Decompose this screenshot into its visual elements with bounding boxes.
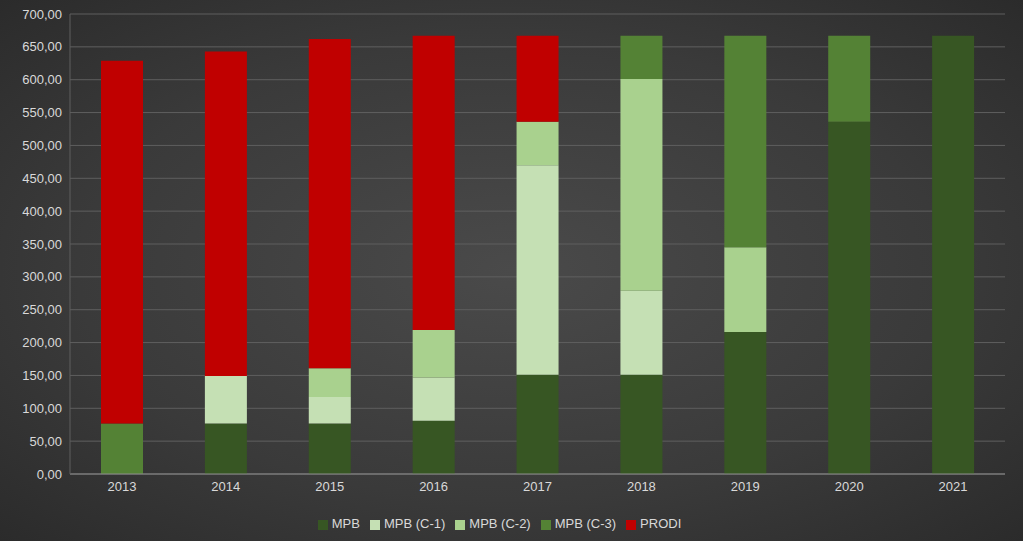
html-text:MPB (C-2): MPB (C-2) (469, 516, 531, 531)
svg-text:50,00: 50,00 (29, 434, 62, 449)
svg-text:2014: 2014 (211, 479, 240, 494)
svg-text:350,00: 350,00 (22, 237, 62, 252)
svg-text:400,00: 400,00 (22, 204, 62, 219)
svg-text:700,00: 700,00 (22, 7, 62, 22)
svg-text:300,00: 300,00 (22, 269, 62, 284)
svg-text:550,00: 550,00 (22, 105, 62, 120)
svg-text:650,00: 650,00 (22, 39, 62, 54)
svg-text:100,00: 100,00 (22, 401, 62, 416)
svg-text:2018: 2018 (627, 479, 656, 494)
html-text:PRODI: PRODI (640, 516, 682, 531)
html-text:MPB (C-3): MPB (C-3) (554, 516, 617, 531)
svg-text:600,00: 600,00 (22, 72, 62, 87)
svg-text:2021: 2021 (939, 479, 968, 494)
html-text:MPB (C-1): MPB (C-1) (383, 516, 446, 531)
svg-text:2015: 2015 (315, 479, 344, 494)
svg-text:0,00: 0,00 (37, 467, 62, 482)
svg-text:2013: 2013 (107, 479, 136, 494)
svg-text:2019: 2019 (731, 479, 760, 494)
svg-text:2017: 2017 (523, 479, 552, 494)
html-text:MPB: MPB (331, 516, 360, 531)
svg-text:200,00: 200,00 (22, 335, 62, 350)
svg-text:450,00: 450,00 (22, 171, 62, 186)
svg-text:2016: 2016 (419, 479, 448, 494)
svg-text:500,00: 500,00 (22, 138, 62, 153)
svg-text:150,00: 150,00 (22, 368, 62, 383)
svg-text:2020: 2020 (835, 479, 864, 494)
svg-text:250,00: 250,00 (22, 302, 62, 317)
